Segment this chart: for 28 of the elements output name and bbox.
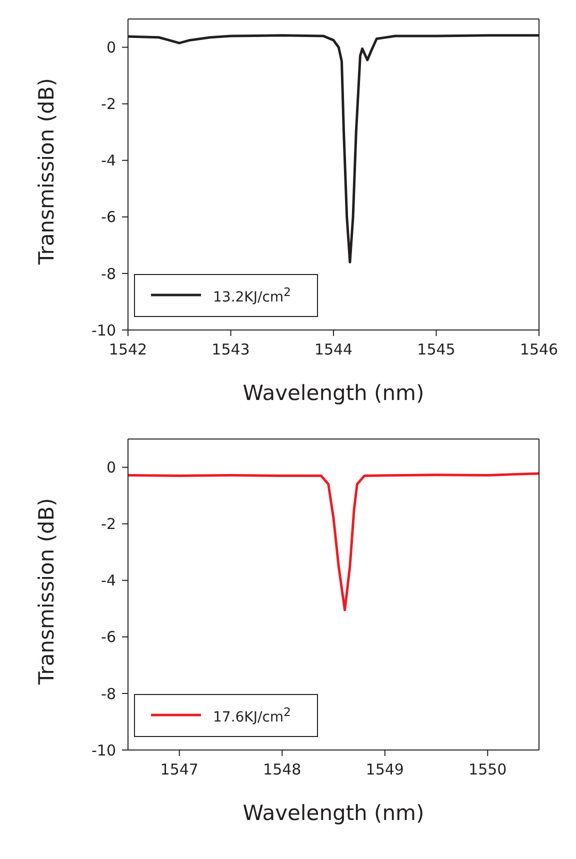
- y-tick-label: -4: [101, 152, 116, 170]
- y-tick-label: -4: [101, 572, 116, 590]
- y-tick-label: -10: [92, 321, 116, 340]
- y-tick-label: -6: [101, 628, 116, 646]
- x-tick-label: 1544: [314, 340, 353, 359]
- x-axis-title: Wavelength (nm): [242, 801, 424, 825]
- x-tick-label: 1545: [417, 340, 456, 359]
- x-tick-label: 1543: [212, 340, 250, 359]
- x-tick-label: 1548: [263, 760, 302, 779]
- line-series: [128, 472, 539, 612]
- y-tick-label: -6: [101, 208, 116, 226]
- x-tick-label: 1549: [366, 760, 404, 779]
- y-tick-label: -2: [101, 95, 116, 114]
- x-tick-label: 1546: [520, 340, 558, 359]
- x-axis-title: Wavelength (nm): [242, 381, 424, 405]
- legend-label: 13.2KJ/cm$^{2}$: [213, 285, 291, 306]
- x-tick-label: 1550: [468, 760, 507, 779]
- y-tick-label: -8: [101, 684, 116, 703]
- y-axis-title: Transmission (dB): [34, 78, 58, 266]
- y-axis-title: Transmission (dB): [34, 498, 58, 686]
- y-tick-label: -8: [101, 264, 116, 283]
- x-tick-label: 1547: [160, 760, 198, 779]
- y-tick-label: -10: [92, 741, 116, 760]
- y-tick-label: -2: [101, 515, 116, 534]
- legend-label: 17.6KJ/cm$^{2}$: [213, 705, 291, 726]
- y-tick-label: 0: [106, 38, 116, 57]
- y-tick-label: 0: [106, 458, 116, 477]
- x-tick-label: 1542: [108, 340, 148, 359]
